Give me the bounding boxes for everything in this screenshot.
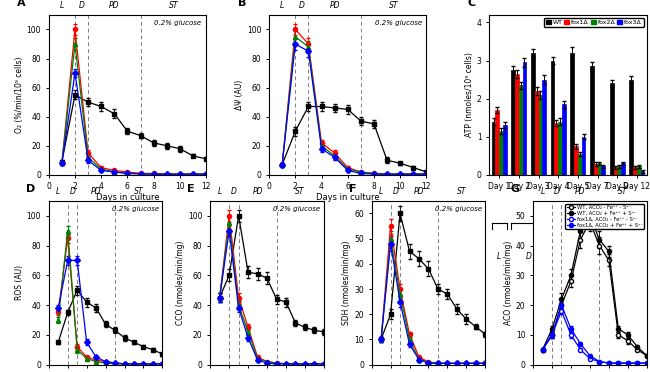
Text: D: D	[393, 187, 398, 196]
Text: D: D	[554, 187, 560, 196]
Y-axis label: ACO (nmoles/min/mg): ACO (nmoles/min/mg)	[504, 241, 513, 325]
Bar	[495, 110, 499, 175]
Text: PD: PD	[575, 187, 586, 196]
Y-axis label: ROS (AU): ROS (AU)	[15, 265, 24, 300]
Text: L: L	[280, 1, 284, 10]
Bar	[621, 163, 625, 175]
Bar	[597, 163, 601, 175]
Y-axis label: CCO (nmoles/min/mg): CCO (nmoles/min/mg)	[176, 240, 185, 325]
Bar	[512, 70, 515, 175]
Y-axis label: ΔΨ (AU): ΔΨ (AU)	[235, 80, 244, 110]
Text: A: A	[18, 0, 26, 9]
Text: PD: PD	[109, 1, 120, 10]
Text: E: E	[187, 185, 195, 194]
Legend: WT, ACO₂ - Fe³⁺ - S²⁻, WT, ACO₂ + Fe³⁺ + S²⁻, fox1Δ, ACO₂ - Fe³⁺ - S²⁻, fox1Δ, A: WT, ACO₂ - Fe³⁺ - S²⁻, WT, ACO₂ + Fe³⁺ +…	[566, 203, 644, 229]
Bar	[531, 53, 535, 175]
Text: L: L	[379, 187, 384, 196]
Text: ST: ST	[168, 1, 178, 10]
Bar	[601, 166, 605, 175]
Text: PD: PD	[252, 187, 263, 196]
Text: L: L	[218, 187, 222, 196]
Bar	[519, 85, 523, 175]
Y-axis label: SDH (nmoles/min/mg): SDH (nmoles/min/mg)	[343, 240, 352, 325]
Bar	[499, 131, 503, 175]
Bar	[571, 53, 574, 175]
Text: F: F	[349, 185, 356, 194]
Bar	[523, 62, 526, 175]
Text: ST: ST	[389, 1, 398, 10]
X-axis label: Days in culture: Days in culture	[96, 193, 159, 202]
Bar	[641, 171, 644, 175]
Bar	[558, 122, 562, 175]
Text: D: D	[70, 187, 75, 196]
Text: ST: ST	[457, 187, 467, 196]
Text: PD: PD	[414, 187, 424, 196]
Text: L: L	[56, 187, 60, 196]
Text: C: C	[467, 0, 476, 9]
Text: L: L	[60, 1, 64, 10]
Text: L: L	[497, 251, 501, 261]
Text: ST: ST	[134, 187, 144, 196]
Text: D: D	[299, 1, 305, 10]
Bar	[578, 154, 582, 175]
Text: L: L	[540, 187, 545, 196]
Bar	[562, 105, 566, 175]
Text: B: B	[238, 0, 246, 9]
Bar	[542, 80, 546, 175]
Text: PD: PD	[91, 187, 101, 196]
Text: D: D	[26, 185, 35, 194]
Text: ST: ST	[618, 187, 628, 196]
Text: PD: PD	[330, 1, 340, 10]
Bar	[618, 166, 621, 175]
Text: G: G	[510, 185, 519, 194]
Text: D: D	[526, 251, 532, 261]
Bar	[554, 124, 558, 175]
Bar	[590, 66, 594, 175]
Text: 0.2% glucose: 0.2% glucose	[154, 20, 202, 26]
Bar	[637, 166, 641, 175]
Bar	[515, 74, 519, 175]
X-axis label: Days in culture: Days in culture	[316, 193, 380, 202]
Legend: WT, fox1Δ, fox2Δ, fox3Δ: WT, fox1Δ, fox2Δ, fox3Δ	[543, 18, 644, 27]
Text: ST: ST	[296, 187, 305, 196]
Text: 0.2% glucose: 0.2% glucose	[374, 20, 422, 26]
Y-axis label: O₂ (%/min/10⁹ cells): O₂ (%/min/10⁹ cells)	[15, 57, 24, 133]
Bar	[574, 146, 578, 175]
Bar	[594, 164, 597, 175]
Text: PD: PD	[563, 251, 573, 261]
Text: D: D	[231, 187, 237, 196]
Text: 0.2% glucose: 0.2% glucose	[274, 206, 320, 212]
Bar	[492, 122, 495, 175]
Text: 0.2% glucose: 0.2% glucose	[435, 206, 482, 212]
Bar	[610, 83, 614, 175]
Y-axis label: ATP (nmoles/10⁹ cells): ATP (nmoles/10⁹ cells)	[465, 52, 474, 137]
Bar	[503, 125, 507, 175]
Bar	[582, 137, 586, 175]
Bar	[551, 61, 554, 175]
Bar	[633, 167, 637, 175]
Text: ST: ST	[612, 251, 622, 261]
Bar	[629, 80, 633, 175]
Text: 0.2% glucose: 0.2% glucose	[112, 206, 159, 212]
Bar	[539, 95, 542, 175]
Text: D: D	[79, 1, 84, 10]
Bar	[614, 167, 618, 175]
Text: 0.2% glucose: 0.2% glucose	[596, 206, 644, 212]
Bar	[535, 91, 539, 175]
